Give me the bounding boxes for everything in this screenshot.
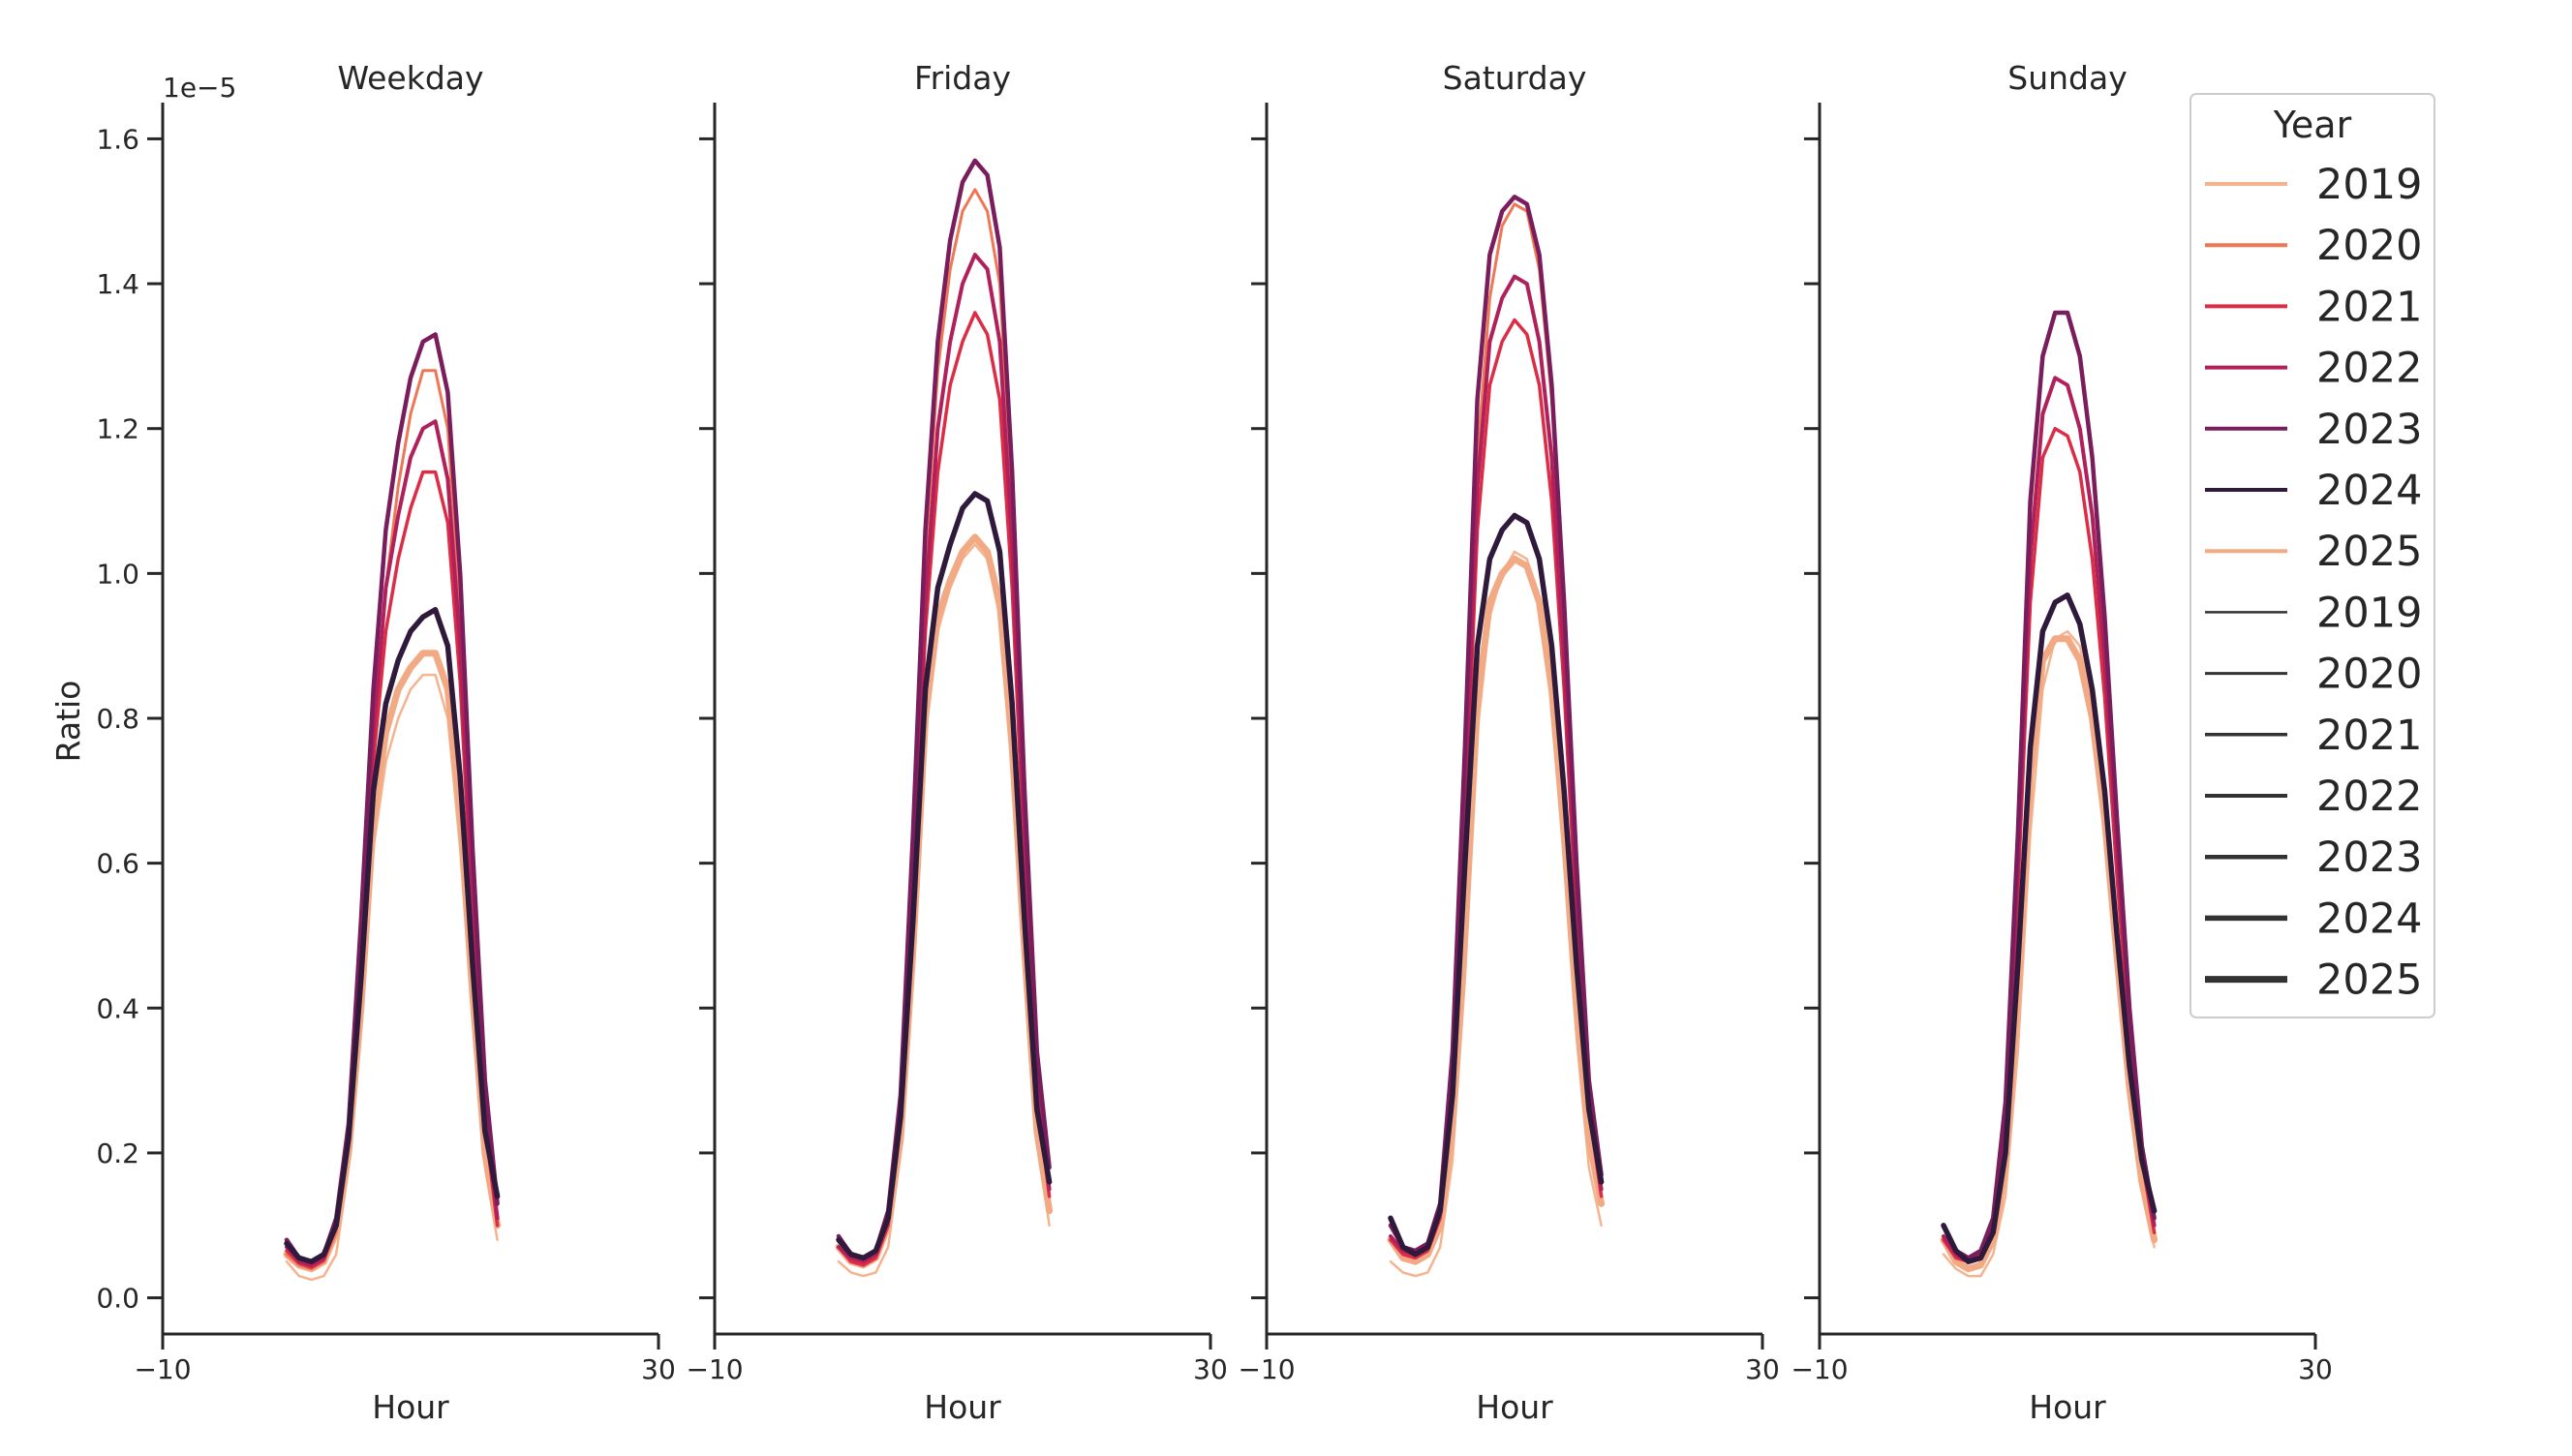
legend-hue-label-2020: 2020 bbox=[2316, 222, 2422, 270]
y-tick-label: 1.6 bbox=[96, 123, 139, 155]
legend-hue-label-2023: 2023 bbox=[2316, 406, 2422, 454]
x-tick-label: −10 bbox=[686, 1353, 743, 1385]
y-tick-label: 0.4 bbox=[96, 992, 139, 1024]
x-tick-label: −10 bbox=[1791, 1353, 1848, 1385]
legend: Year 2019 2020 2021 2022 2023 2024 2025 2019 2020… bbox=[2189, 93, 2435, 1018]
panels-layer: Weekday 0.0 0.2 0.4 0.6 0.8 1.0 1.2 1.4 1.6 −10 30 H… bbox=[96, 59, 2332, 1426]
x-tick-label: 30 bbox=[641, 1353, 676, 1385]
legend-hue-label-2019: 2019 bbox=[2316, 161, 2422, 209]
x-tick-label: −10 bbox=[1238, 1353, 1295, 1385]
legend-hue-label-2025: 2025 bbox=[2316, 528, 2422, 576]
legend-frame bbox=[2189, 93, 2435, 1018]
x-tick-label: 30 bbox=[2298, 1353, 2333, 1385]
y-tick-label: 1.0 bbox=[96, 558, 139, 590]
panel-weekday: Weekday 0.0 0.2 0.4 0.6 0.8 1.0 1.2 1.4 1.6 −10 30 H… bbox=[96, 59, 675, 1426]
legend-size-label-2023: 2023 bbox=[2316, 834, 2422, 882]
y-tick-label: 1.2 bbox=[96, 413, 139, 445]
legend-title: Year bbox=[2273, 104, 2352, 146]
x-axis-label: Hour bbox=[2029, 1388, 2106, 1426]
y-offset-label: 1e−5 bbox=[163, 72, 236, 104]
legend-hue-label-2024: 2024 bbox=[2316, 467, 2422, 515]
legend-size-label-2025: 2025 bbox=[2316, 956, 2422, 1005]
panel-title: Friday bbox=[914, 59, 1011, 97]
legend-size-label-2024: 2024 bbox=[2316, 895, 2422, 943]
series-line-2024 bbox=[284, 607, 501, 1264]
panel-title: Saturday bbox=[1443, 59, 1587, 97]
series-line-2025 bbox=[1387, 555, 1606, 1265]
series-line-2022 bbox=[285, 419, 500, 1267]
y-tick-label: 0.6 bbox=[96, 848, 139, 880]
x-axis-label: Hour bbox=[1476, 1388, 1553, 1426]
panel-sunday: Sunday −10 30 Hour bbox=[1791, 59, 2332, 1426]
x-tick-label: −10 bbox=[134, 1353, 191, 1385]
legend-hue-label-2022: 2022 bbox=[2316, 345, 2422, 393]
panel-saturday: Saturday −10 30 Hour bbox=[1238, 59, 1779, 1426]
legend-size-label-2022: 2022 bbox=[2316, 773, 2422, 821]
y-tick-label: 1.4 bbox=[96, 268, 139, 300]
y-tick-label: 0.0 bbox=[96, 1283, 139, 1315]
legend-hue-label-2021: 2021 bbox=[2316, 283, 2422, 331]
series-line-2023 bbox=[1941, 310, 2157, 1260]
series-line-2024 bbox=[1941, 592, 2158, 1264]
panel-title: Sunday bbox=[2007, 59, 2127, 97]
legend-size-label-2019: 2019 bbox=[2316, 589, 2422, 637]
y-tick-label: 0.8 bbox=[96, 703, 139, 735]
series-line-2020 bbox=[1942, 311, 2157, 1263]
x-axis-label: Hour bbox=[924, 1388, 1001, 1426]
panel-title: Weekday bbox=[337, 59, 483, 97]
y-axis-label: Ratio bbox=[49, 681, 87, 763]
series-line-2024 bbox=[1388, 512, 1605, 1258]
series-line-2021 bbox=[1942, 426, 2157, 1263]
legend-size-label-2020: 2020 bbox=[2316, 651, 2422, 699]
x-axis-label: Hour bbox=[372, 1388, 449, 1426]
y-tick-label: 0.2 bbox=[96, 1138, 139, 1169]
series-line-2022 bbox=[837, 253, 1052, 1264]
series-line-2023 bbox=[1388, 195, 1604, 1254]
series-line-2022 bbox=[1942, 376, 2157, 1264]
panel-friday: Friday −10 30 Hour bbox=[686, 59, 1227, 1426]
x-tick-label: 30 bbox=[1745, 1353, 1780, 1385]
series-line-2024 bbox=[836, 491, 1053, 1261]
x-tick-label: 30 bbox=[1193, 1353, 1228, 1385]
legend-size-label-2021: 2021 bbox=[2316, 712, 2422, 760]
